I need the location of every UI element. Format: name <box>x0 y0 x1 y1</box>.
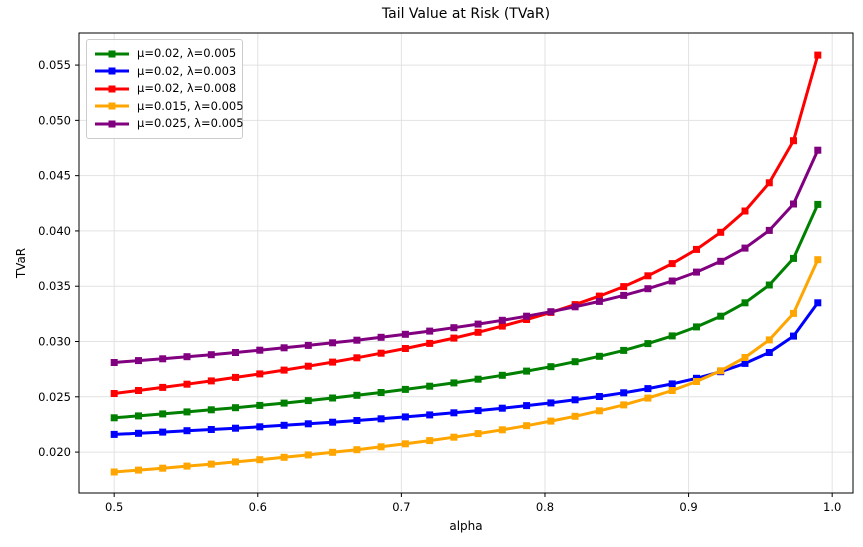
y-axis-label: TVaR <box>14 247 28 279</box>
svg-text:0.025: 0.025 <box>38 390 71 404</box>
svg-text:0.020: 0.020 <box>38 445 71 459</box>
legend-item-label: μ=0.02, λ=0.008 <box>137 81 237 95</box>
svg-text:0.040: 0.040 <box>38 224 71 238</box>
legend-item-label: μ=0.02, λ=0.003 <box>137 63 237 78</box>
svg-text:0.5: 0.5 <box>105 500 123 514</box>
legend-item: μ=0.015, λ=0.005 <box>94 98 244 116</box>
legend-item-label: μ=0.025, λ=0.005 <box>137 116 244 130</box>
svg-text:0.6: 0.6 <box>249 500 267 514</box>
svg-text:0.050: 0.050 <box>38 113 71 127</box>
legend-item: μ=0.02, λ=0.008 <box>94 80 237 98</box>
svg-text:0.8: 0.8 <box>536 500 554 514</box>
legend-line-icon <box>95 67 129 75</box>
legend-item: μ=0.025, λ=0.005 <box>94 115 244 133</box>
x-axis-label: alpha <box>449 519 483 533</box>
svg-text:0.045: 0.045 <box>38 169 71 183</box>
legend-line-icon <box>95 120 129 128</box>
legend-line-icon <box>95 50 129 58</box>
legend-line-icon <box>95 85 129 93</box>
legend-item: μ=0.02, λ=0.003 <box>94 63 237 81</box>
legend-item-label: μ=0.02, λ=0.005 <box>137 46 237 60</box>
legend-item: μ=0.02, λ=0.005 <box>94 45 237 63</box>
svg-text:0.055: 0.055 <box>38 58 71 72</box>
chart-title: Tail Value at Risk (TVaR) <box>381 6 551 22</box>
svg-text:0.9: 0.9 <box>679 500 697 514</box>
svg-text:0.7: 0.7 <box>392 500 410 514</box>
legend: μ=0.02, λ=0.005 μ=0.02, λ=0.003 μ=0.02, … <box>86 39 244 139</box>
svg-text:1.0: 1.0 <box>823 500 841 514</box>
svg-text:0.030: 0.030 <box>38 335 71 349</box>
legend-item-label: μ=0.015, λ=0.005 <box>137 98 244 113</box>
svg-text:0.035: 0.035 <box>38 279 71 293</box>
legend-line-icon <box>95 102 129 110</box>
